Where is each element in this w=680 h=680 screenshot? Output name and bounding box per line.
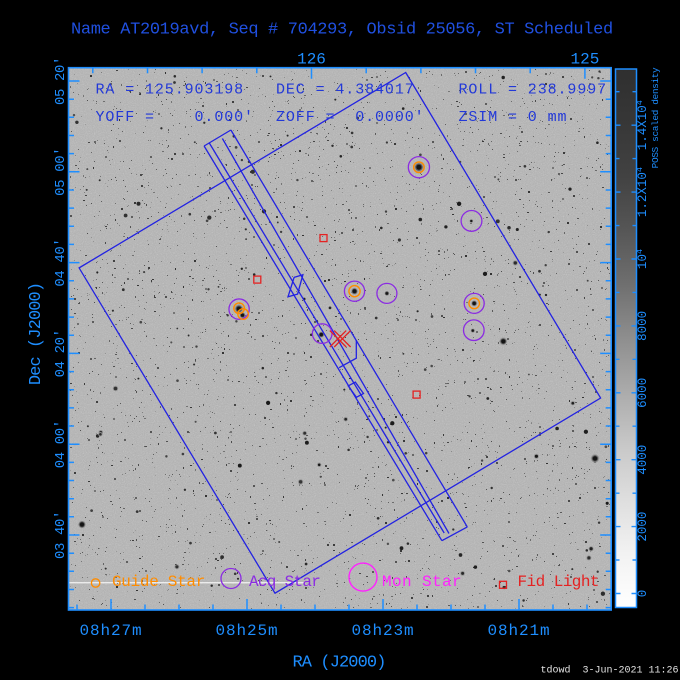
svg-text:05 00': 05 00' [53,148,69,196]
svg-text:Mon Star: Mon Star [382,573,462,591]
svg-text:Fid Light: Fid Light [518,573,599,591]
svg-text:1.4X104: 1.4X104 [635,100,650,150]
svg-text:08h21m: 08h21m [487,622,550,640]
svg-text:4000: 4000 [636,445,650,475]
svg-text:0: 0 [636,590,650,598]
svg-text:DEC = 4.384017: DEC = 4.384017 [276,82,415,99]
svg-text:POSS scaled density: POSS scaled density [650,67,661,168]
svg-text:Dec (J2000): Dec (J2000) [27,283,46,385]
svg-text:04 20': 04 20' [53,329,69,377]
svg-text:04 00': 04 00' [53,420,69,468]
svg-text:126: 126 [297,51,326,69]
svg-text:05 20': 05 20' [53,57,69,105]
svg-text:YOFF = 0.000': YOFF = 0.000' [96,109,254,126]
svg-text:ZSIM = 0 mm: ZSIM = 0 mm [459,109,568,126]
svg-text:tdowd 3-Jun-2021 11:26: tdowd 3-Jun-2021 11:26 [541,665,679,677]
svg-text:08h23m: 08h23m [351,622,414,640]
svg-text:04 40': 04 40' [53,239,69,287]
svg-text:03 40': 03 40' [53,511,69,559]
svg-text:ROLL = 238.9997: ROLL = 238.9997 [459,82,608,99]
svg-text:08h27m: 08h27m [79,622,142,640]
svg-text:Acq Star: Acq Star [249,573,320,591]
svg-text:RA = 125.903198: RA = 125.903198 [96,82,245,99]
svg-text:2000: 2000 [636,512,650,542]
svg-text:6000: 6000 [636,378,650,408]
svg-text:1.2X104: 1.2X104 [635,167,650,217]
svg-text:RA (J2000): RA (J2000) [292,654,385,673]
svg-text:Name AT2019avd, Seq # 704293,: Name AT2019avd, Seq # 704293, Obsid 2505… [71,21,613,40]
svg-text:08h25m: 08h25m [215,622,278,640]
svg-text:125: 125 [570,51,599,69]
svg-text:ZOFF = 0.0000': ZOFF = 0.0000' [276,109,425,126]
svg-text:8000: 8000 [636,311,650,341]
svg-text:Guide Star: Guide Star [112,573,205,591]
